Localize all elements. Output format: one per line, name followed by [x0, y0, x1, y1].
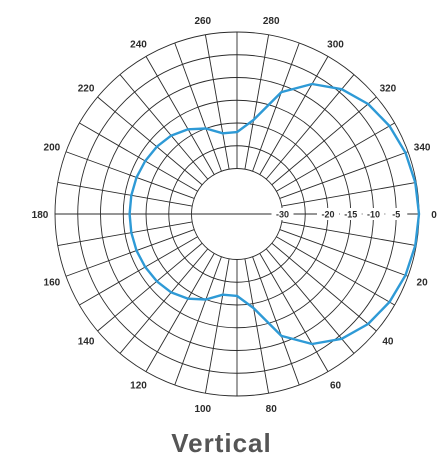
angle-tick-label: 0	[431, 210, 437, 221]
grid-spoke	[57, 181, 193, 207]
radial-tick-label: -30	[276, 210, 289, 220]
grid-spoke	[204, 34, 230, 170]
grid-spoke	[276, 236, 395, 306]
angle-tick-label: 120	[130, 381, 147, 392]
angle-tick-label: 340	[414, 143, 431, 154]
angle-tick-label: 100	[194, 404, 211, 415]
pattern-trace	[128, 82, 421, 346]
angle-tick-label: 320	[380, 83, 397, 94]
angle-tick-label: 80	[266, 404, 278, 415]
chart-title: Vertical	[171, 428, 272, 458]
grid-spoke	[252, 42, 300, 172]
angle-tick-label: 280	[263, 16, 280, 27]
radial-tick-label-bg	[271, 208, 294, 220]
radial-tick-labels: -30 -20 -15 -10 -5	[271, 208, 408, 220]
grid-spoke	[65, 151, 195, 199]
grid-spoke	[204, 258, 230, 394]
grid-spoke	[79, 122, 198, 192]
grid-spoke	[271, 96, 377, 186]
grid-spoke	[281, 221, 417, 247]
angle-tick-label: 260	[194, 16, 211, 27]
grid-spoke	[281, 181, 417, 207]
radial-tick-label-bg	[385, 208, 408, 220]
grid-spoke	[145, 56, 215, 175]
angle-tick-label: 300	[327, 39, 344, 50]
angle-tick-label: 160	[44, 277, 61, 288]
grid-spoke	[119, 74, 209, 180]
grid-spoke	[174, 42, 222, 172]
radial-tick-label-bg	[339, 208, 362, 220]
radial-tick-label: -5	[392, 210, 400, 220]
grid-spoke	[271, 242, 377, 332]
radial-tick-label-bg	[317, 208, 339, 220]
angle-tick-label: 220	[78, 83, 95, 94]
radial-tick-label-bg	[362, 208, 385, 220]
grid-spoke	[57, 221, 193, 247]
grid-spoke	[265, 74, 355, 180]
angle-tick-label: 140	[78, 337, 95, 348]
grid-spoke	[119, 248, 209, 354]
angle-tick-label: 240	[130, 39, 147, 50]
angle-tick-labels: 0 20 40 60 80 100 120 140 160 180 200 220 240 260 280 3…	[32, 16, 438, 415]
angle-tick-label: 20	[417, 277, 429, 288]
grid-spoke	[145, 253, 215, 372]
grid-spoke	[65, 229, 195, 277]
grid-spoke	[265, 248, 355, 354]
grid-spoke	[259, 253, 329, 372]
grid-spoke	[174, 256, 222, 386]
grid-spoke	[279, 229, 409, 277]
grid-spoke	[252, 256, 300, 386]
grid-spoke	[276, 122, 395, 192]
angle-tick-label: 60	[330, 381, 342, 392]
angle-tick-label: 40	[382, 337, 394, 348]
radial-tick-label: -15	[344, 210, 357, 220]
grid-spoke	[97, 242, 203, 332]
grid-spoke	[97, 96, 203, 186]
radial-tick-label: -10	[367, 210, 380, 220]
polar-grid	[54, 31, 420, 397]
grid-spoke	[279, 151, 409, 199]
radial-tick-label: -20	[321, 210, 334, 220]
angle-tick-label: 200	[44, 143, 61, 154]
grid-spoke	[259, 56, 329, 175]
grid-spoke	[244, 258, 270, 394]
grid-spoke	[244, 34, 270, 170]
grid-spoke	[79, 236, 198, 306]
angle-tick-label: 180	[32, 210, 49, 221]
